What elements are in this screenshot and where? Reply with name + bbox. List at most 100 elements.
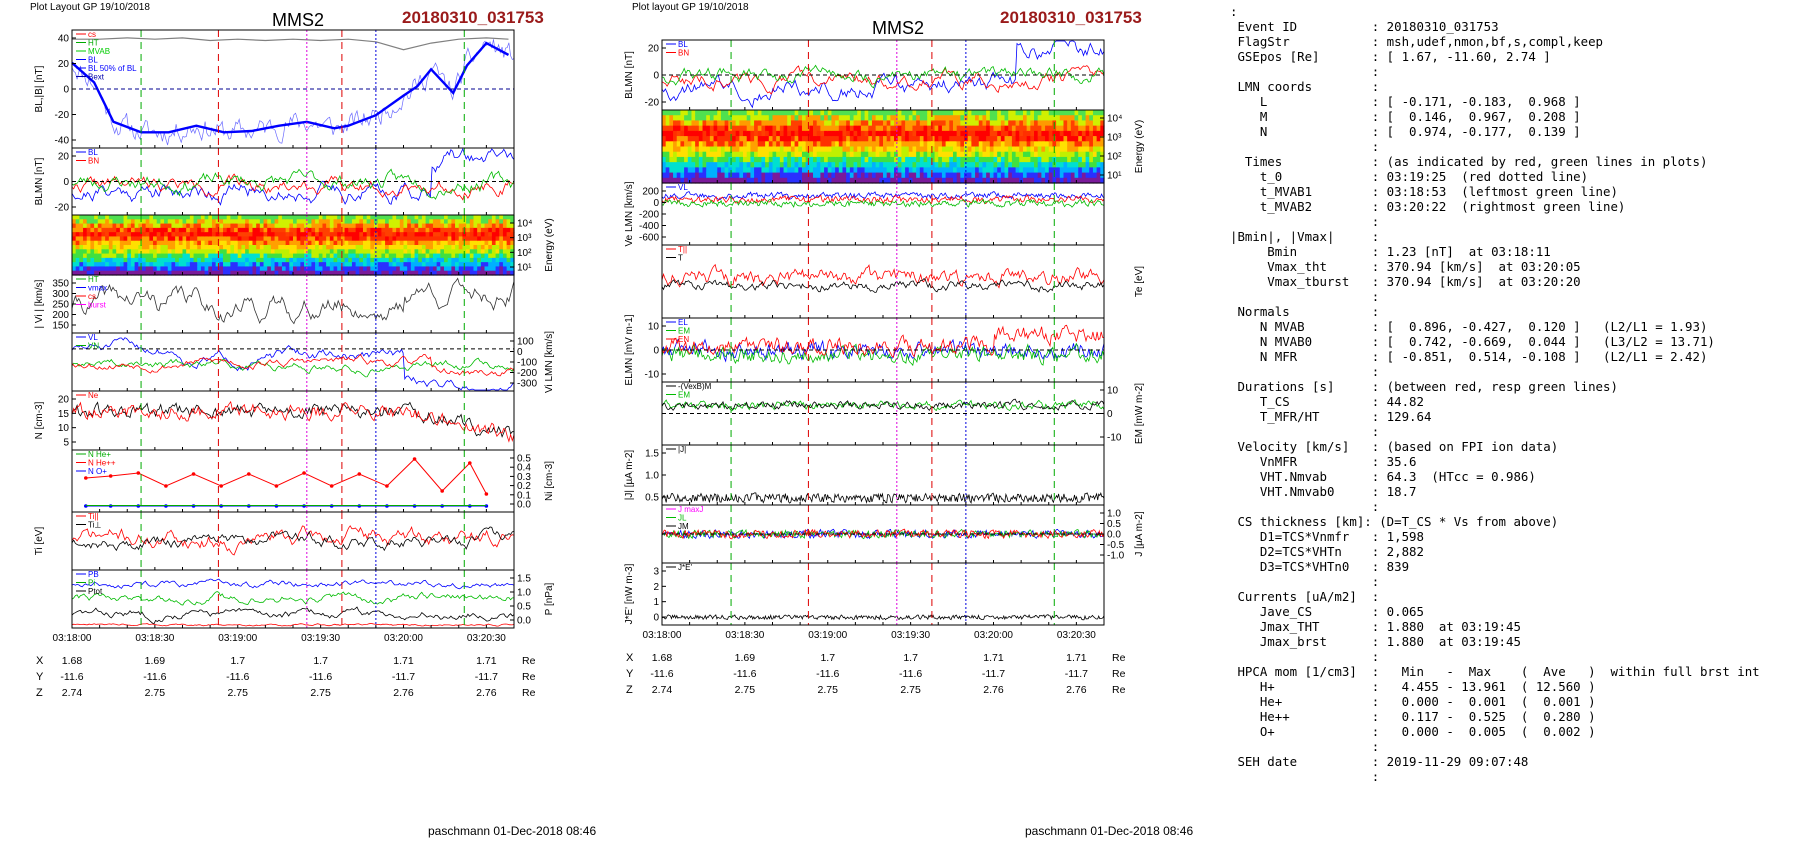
spectrogram-cell (230, 227, 235, 233)
spectrogram-cell (385, 236, 390, 242)
spectrogram-cell (905, 162, 910, 168)
spectrogram-cell (72, 270, 77, 276)
spectrogram-cell (234, 240, 239, 246)
series-line (71, 173, 515, 201)
spectrogram-cell (263, 223, 268, 229)
spectrogram-cell (680, 130, 685, 137)
tick-label: 10⁴ (1107, 114, 1122, 125)
spectrogram-cell (440, 266, 445, 272)
spectrogram-cell (1048, 177, 1054, 184)
spectrogram-cell (421, 215, 427, 220)
pos-value: 1.69 (735, 652, 756, 664)
spectrogram-cell (743, 146, 748, 153)
spectrogram-cell (952, 167, 958, 174)
spectrogram-cell (735, 136, 740, 142)
spectrogram-cell (337, 240, 342, 246)
spectrogram-cell (901, 125, 906, 132)
tick-label: 10 (58, 423, 70, 434)
spectrogram-cell (333, 249, 338, 255)
spectrogram-cell (263, 262, 268, 268)
legend-label: Pi (88, 579, 95, 588)
spectrogram-cell (370, 223, 375, 229)
spectrogram-cell (219, 223, 224, 229)
spectrogram-cell (377, 266, 382, 272)
spectrogram-cell (709, 177, 715, 184)
spectrogram-cell (267, 266, 272, 272)
pos-axis-label: Y (36, 671, 44, 683)
spectrogram-cell (432, 223, 438, 229)
spectrogram-cell (458, 232, 464, 238)
spectrogram-cell (901, 120, 906, 127)
legend-label: J maxJ (678, 505, 703, 514)
spectrogram-cell (429, 249, 434, 255)
spectrogram-cell (219, 240, 224, 246)
panel-em: 100-10 EM [mW m-2]-(VexB)MEM (661, 381, 1145, 446)
spectrogram-cell (83, 257, 88, 263)
spectrogram-cell (447, 257, 452, 263)
spectrogram-cell (662, 125, 667, 132)
spectrogram-cell (871, 146, 877, 153)
spectrogram-cell (960, 130, 965, 137)
spectrogram-cell (97, 249, 103, 255)
spectrogram-cell (355, 227, 360, 233)
spectrogram-cell (388, 249, 394, 255)
spectrogram-cell (728, 141, 733, 148)
spectrogram-cell (1004, 141, 1009, 148)
spectrogram-cell (986, 120, 991, 127)
spectrogram-cell (846, 125, 851, 132)
spectrogram-cell (952, 110, 958, 116)
spectrogram-cell (1022, 156, 1028, 163)
spectrogram-cell (83, 219, 88, 225)
spectrogram-cell (388, 227, 394, 233)
spectrogram-cell (285, 240, 290, 246)
spectrogram-cell (923, 172, 928, 179)
summary-line: : (1230, 424, 1380, 439)
spectrogram-cell (451, 232, 456, 238)
spectrogram-cell (112, 223, 117, 229)
legend-label: |J| (678, 445, 686, 454)
spectrogram-cell (776, 115, 781, 122)
spectrogram-cell (480, 227, 486, 233)
spectrogram-cell (875, 162, 880, 168)
spectrogram-cell (72, 215, 77, 220)
spectrogram-cell (359, 223, 364, 229)
spectrogram-cell (1081, 156, 1087, 163)
spectrogram-cell (156, 227, 161, 233)
spectrogram-cell (1100, 110, 1105, 116)
spectrogram-cell (130, 223, 136, 229)
spectrogram-cell (134, 257, 139, 263)
spectrogram-cell (178, 240, 184, 246)
spectrogram-cell (1022, 136, 1028, 142)
spectrogram-cell (429, 215, 434, 220)
spectrogram-cell (916, 156, 921, 163)
spectrogram-cell (824, 110, 829, 116)
spectrogram-cell (1037, 162, 1042, 168)
spectrogram-cell (835, 136, 840, 142)
spectrogram-cell (680, 141, 685, 148)
spectrogram-cell (1022, 151, 1028, 158)
summary-line: GSEpos [Re] : [ 1.67, -11.60, 2.74 ] (1230, 49, 1551, 64)
spectrogram-cell (665, 146, 670, 153)
spectrogram-cell (735, 167, 740, 174)
spectrogram-cell (366, 262, 371, 268)
spectrogram-cell (1070, 167, 1076, 174)
spectrogram-cell (278, 219, 283, 225)
spectrogram-cell (1008, 167, 1013, 174)
spectrogram-cell (824, 120, 829, 127)
spectrogram-cell (720, 125, 726, 132)
spectrogram-cell (868, 136, 873, 142)
spectrogram-cell (502, 219, 508, 225)
spectrogram-cell (989, 115, 995, 122)
spectrogram-cell (204, 215, 209, 220)
spectrogram-cell (112, 245, 117, 250)
spectrogram-cell (1000, 141, 1006, 148)
spectrogram-cell (709, 110, 715, 116)
spectrogram-cell (134, 232, 139, 238)
spectrogram-cell (731, 136, 737, 142)
spectrogram-cell (1085, 162, 1090, 168)
spectrogram-cell (370, 245, 375, 250)
spectrogram-cell (200, 215, 206, 220)
spectrogram-cell (138, 227, 143, 233)
spectrogram-cell (333, 266, 338, 272)
